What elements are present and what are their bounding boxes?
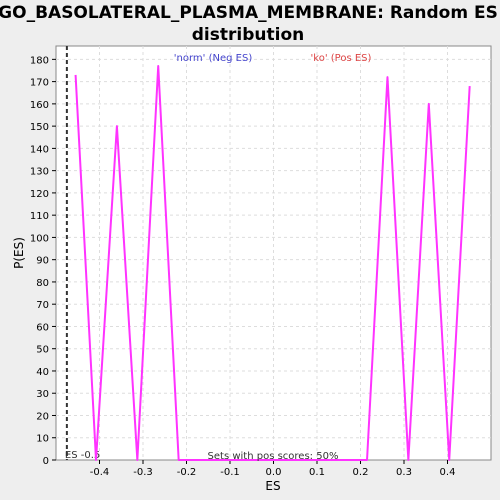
y-tick-label: 10 (36, 434, 49, 445)
legend-pos-es: 'ko' (Pos ES) (311, 53, 372, 64)
y-tick-label: 180 (30, 55, 49, 66)
y-tick-label: 140 (30, 144, 49, 155)
y-tick-label: 150 (30, 122, 49, 133)
y-tick-label: 60 (36, 322, 49, 333)
y-tick-label: 90 (36, 256, 49, 267)
y-tick-label: 40 (36, 367, 49, 378)
y-tick-label: 80 (36, 278, 49, 289)
y-tick-label: 130 (30, 167, 49, 178)
y-tick-label: 120 (30, 189, 49, 200)
y-tick-label: 70 (36, 300, 49, 311)
x-tick-label: 0.0 (266, 467, 282, 478)
x-axis-ticks: -0.4 -0.3 -0.2 -0.1 0.0 0.1 0.2 0.3 0.4 (90, 460, 456, 478)
grid-lines (56, 46, 491, 460)
legend-neg-es: 'norm' (Neg ES) (174, 53, 253, 64)
y-tick-label: 160 (30, 100, 49, 111)
x-axis-label: ES (265, 479, 280, 493)
series-line (74, 65, 471, 461)
x-tick-label: 0.2 (353, 467, 369, 478)
y-axis-label: P(ES) (12, 237, 26, 269)
y-tick-label: 110 (30, 211, 49, 222)
x-tick-label: -0.1 (220, 467, 240, 478)
y-tick-label: 50 (36, 345, 49, 356)
y-tick-label: 30 (36, 389, 49, 400)
pos-score-annotation: Sets with pos scores: 50% (208, 451, 339, 462)
y-tick-label: 100 (30, 233, 49, 244)
series-lines (74, 65, 471, 461)
y-axis-ticks: 0 10 20 30 40 50 60 70 80 90 100 110 120 130 140 150 160… (30, 55, 56, 467)
observed-es-label: ES -0.5 (65, 450, 100, 461)
chart-title-line1: GO_BASOLATERAL_PLASMA_MEMBRANE: Random E… (0, 3, 498, 23)
chart-title-line2: distribution (192, 25, 304, 45)
y-tick-label: 0 (43, 456, 49, 467)
x-tick-label: -0.4 (90, 467, 110, 478)
y-tick-label: 170 (30, 78, 49, 89)
y-tick-label: 20 (36, 411, 49, 422)
x-tick-label: 0.1 (309, 467, 325, 478)
x-tick-label: 0.3 (396, 467, 412, 478)
x-tick-label: -0.2 (177, 467, 197, 478)
x-tick-label: 0.4 (440, 467, 456, 478)
x-tick-label: -0.3 (133, 467, 153, 478)
